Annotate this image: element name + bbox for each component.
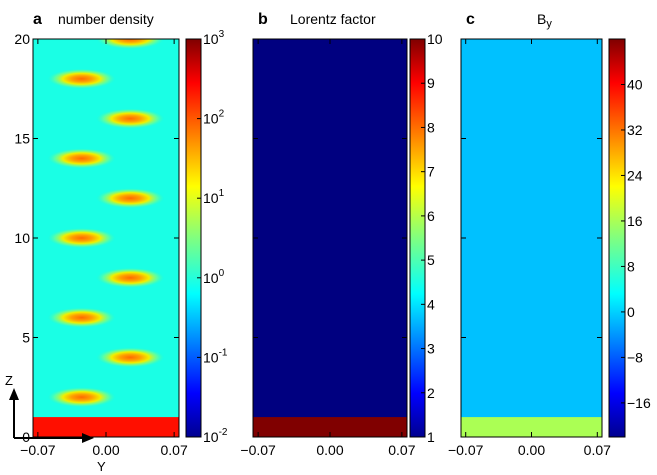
x-tick-label: 0.00 [316,442,343,458]
colorbar-tick-label: 10 [427,31,443,47]
colorbar-b: 1 2 3 4 5 6 7 8 9 10 [409,31,443,445]
density-bunch [96,347,165,368]
x-tick-label: −0.07 [20,442,56,458]
field-background [253,39,407,437]
panel-label-b: b [258,11,268,28]
colorbar-gradient [185,38,202,438]
colorbar-tick-label: 100 [203,268,225,286]
x-tick-label: −0.07 [240,442,276,458]
colorbar-tick-label: 40 [627,76,643,92]
density-bunch [47,387,116,408]
colorbar-tick-label: 102 [203,109,225,127]
x-tick-label: 0.07 [388,442,415,458]
z-tick-label: 10 [14,230,30,246]
colorbar-tick-label: −16 [627,395,651,411]
colorbar-gradient [409,38,426,438]
density-bunch [47,148,116,169]
density-bunch [47,307,116,328]
panel-title-c-sub: y [546,18,552,30]
z-tick-label: 15 [14,131,30,147]
x-tick-label: 0.00 [518,442,545,458]
colorbar-tick-label: 24 [627,167,643,183]
panel-title-c-base: B [537,11,546,27]
density-bunch [96,108,165,129]
panel-b: b Lorentz factor −0.07 0.00 0.07 1 2 3 4 5 6 7 8 9… [240,11,442,458]
colorbar-tick-label: 101 [203,188,225,206]
density-bunch [96,39,165,49]
z-arrow-label: Z [5,373,13,388]
z-tick-label: 20 [14,31,30,47]
plot-area-a: −0.070.000.0705101520 [14,31,188,458]
x-tick-label: 0.07 [584,442,611,458]
colorbar-tick-label: 10-2 [203,427,228,445]
panel-a: a number density −0.070.000.0705101520 1… [14,11,227,458]
density-bunch [96,188,165,209]
panel-c: c By −0.07 0.00 0.07 −16 −8 0 8 16 24 32 40 [448,11,651,458]
colorbar-tick-label: 16 [627,213,643,229]
colorbar-tick-label: 10-1 [203,347,228,365]
y-arrow-label: Y [97,459,106,474]
bottom-slab [461,417,602,437]
colorbar-tick-label: 103 [203,29,225,47]
x-tick-label: 0.00 [92,442,119,458]
colorbar-tick-label: 6 [427,208,435,224]
colorbar-tick-label: 9 [427,75,435,91]
panel-title-c: By [537,11,552,30]
panel-label-a: a [33,11,42,28]
panel-title-a: number density [58,11,154,27]
colorbar-tick-label: 8 [427,119,435,135]
colorbar-tick-label: 8 [627,258,635,274]
bottom-slab [253,417,407,437]
colorbar-tick-label: 5 [427,252,435,268]
colorbar-a: 10-2 10-1 100 101 102 103 [185,29,228,445]
x-tick-label: −0.07 [448,442,484,458]
density-bunch [47,228,116,248]
panel-title-b: Lorentz factor [290,11,376,27]
density-bunch [96,267,165,288]
colorbar-gradient [608,38,626,438]
bottom-slab [33,417,179,437]
density-bunch [47,68,116,89]
z-arrow-head [9,388,19,400]
colorbar-tick-label: 1 [427,429,435,445]
x-tick-label: 0.07 [161,442,188,458]
panel-label-c: c [466,11,475,28]
colorbar-c: −16 −8 0 8 16 24 32 40 [608,38,651,438]
colorbar-tick-label: 4 [427,296,435,312]
colorbar-tick-label: 0 [627,304,635,320]
colorbar-tick-label: 32 [627,122,643,138]
y-arrow-head [82,433,94,443]
plot-area-c: −0.07 0.00 0.07 [448,38,611,458]
colorbar-tick-label: 3 [427,341,435,357]
colorbar-tick-label: 7 [427,164,435,180]
field-background [461,39,602,437]
colorbar-tick-label: 2 [427,385,435,401]
coordinate-axes-indicator: Z Y [5,373,106,474]
z-tick-label: 5 [22,330,30,346]
plot-area-b: −0.07 0.00 0.07 [240,38,416,458]
colorbar-tick-label: −8 [627,349,643,365]
